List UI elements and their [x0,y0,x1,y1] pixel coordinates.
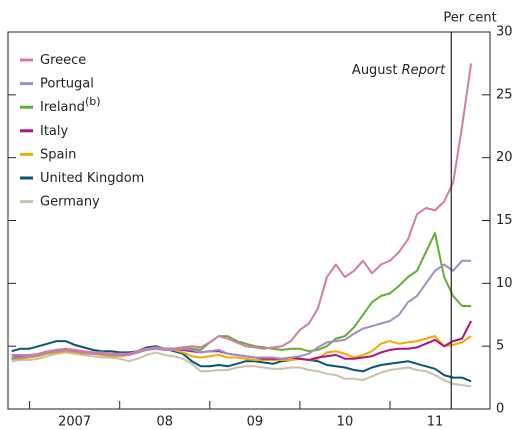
y-tick-label: 0 [496,402,504,417]
y-tick-label: 5 [496,339,504,354]
legend-label-text: Spain [40,147,76,162]
legend-label: Greece [40,53,86,68]
y-tick-label: 20 [496,150,513,165]
legend-label-text: Greece [40,53,86,68]
legend-label-text: Ireland [40,100,85,115]
annotation-text: August Report [352,63,446,78]
legend-label-text: Italy [40,123,69,138]
x-tick-label: 2007 [58,415,91,430]
legend-footnote: (b) [85,95,101,108]
series-line [11,351,472,388]
y-tick-label: 10 [496,276,513,291]
legend-label: Spain [40,147,76,162]
legend-label-text: Portugal [40,76,94,91]
legend-label-text: United Kingdom [40,171,144,186]
series-line [11,259,472,360]
x-tick-label: 09 [247,415,264,430]
annotation-text-italic: Report [402,63,447,78]
annotation-text-part: August [352,63,398,78]
plot-frame [7,31,491,410]
legend-label: Germany [40,194,100,209]
legend-label: Portugal [40,76,94,91]
series-line [11,232,472,360]
legend: Greece Portugal Ireland(b) Italy Spain United… [20,53,144,209]
legend-label-text: Germany [40,194,100,209]
x-tick-label: 08 [156,415,173,430]
series-line [11,63,473,356]
y-tick-label: 25 [496,87,513,102]
x-tick-label: 10 [337,415,354,430]
legend-label: Italy [40,123,69,138]
y-tick-label: 30 [496,25,513,40]
series-line [11,340,472,383]
x-tick-label: 11 [427,415,444,430]
y-tick-label: 15 [496,213,513,228]
legend-label: Ireland(b) [40,95,101,115]
y-axis-label: Per cent [443,11,496,26]
legend-label: United Kingdom [40,171,144,186]
